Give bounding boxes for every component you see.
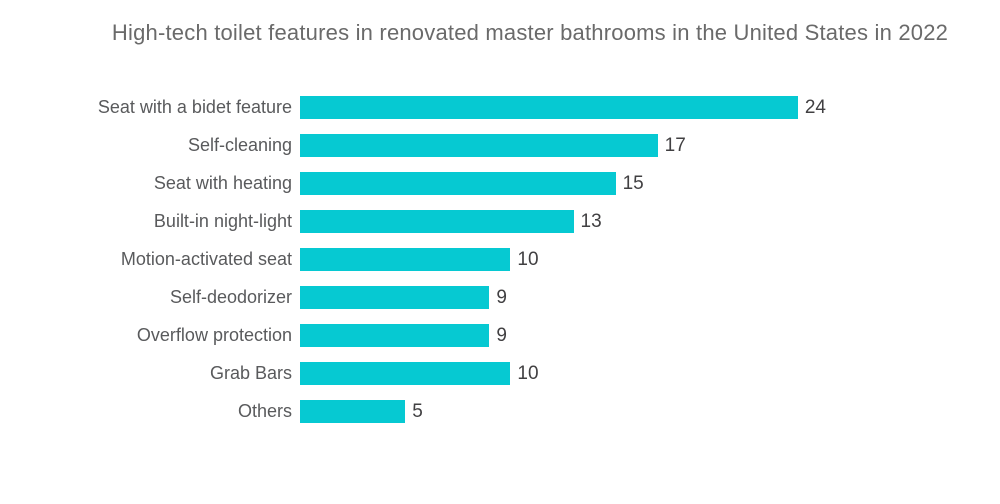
chart-row: Seat with heating 15 bbox=[60, 164, 1000, 202]
bar-chart: Seat with a bidet feature 24 Self-cleaning… bbox=[0, 88, 1000, 430]
chart-row: Overflow protection 9 bbox=[60, 316, 1000, 354]
bar bbox=[300, 247, 511, 271]
bar bbox=[300, 361, 511, 385]
value-label: 9 bbox=[496, 324, 507, 346]
category-label: Self-deodorizer bbox=[169, 286, 292, 307]
value-label: 5 bbox=[412, 400, 423, 422]
bar bbox=[300, 171, 616, 195]
bar-track: 24 bbox=[300, 95, 826, 119]
chart-row: Seat with a bidet feature 24 bbox=[60, 88, 1000, 126]
bar bbox=[300, 209, 574, 233]
category-label: Seat with a bidet feature bbox=[97, 96, 292, 117]
value-label: 10 bbox=[517, 248, 539, 270]
bar bbox=[300, 95, 798, 119]
bar bbox=[300, 399, 406, 423]
bar-track: 9 bbox=[300, 285, 826, 309]
chart-row: Self-deodorizer 9 bbox=[60, 278, 1000, 316]
chart-row: Built-in night-light 13 bbox=[60, 202, 1000, 240]
bar-track: 13 bbox=[300, 209, 826, 233]
bar-track: 17 bbox=[300, 133, 826, 157]
bar-track: 10 bbox=[300, 361, 826, 385]
category-label: Motion-activated seat bbox=[120, 248, 292, 269]
bar-track: 9 bbox=[300, 323, 826, 347]
bar bbox=[300, 285, 490, 309]
chart-row: Motion-activated seat 10 bbox=[60, 240, 1000, 278]
category-label: Others bbox=[237, 400, 292, 421]
bar-track: 5 bbox=[300, 399, 826, 423]
bar bbox=[300, 133, 658, 157]
chart-row: Others 5 bbox=[60, 392, 1000, 430]
value-label: 24 bbox=[804, 96, 826, 118]
value-label: 15 bbox=[622, 172, 644, 194]
value-label: 9 bbox=[496, 286, 507, 308]
bar-track: 10 bbox=[300, 247, 826, 271]
category-label: Seat with heating bbox=[153, 172, 292, 193]
value-label: 10 bbox=[517, 362, 539, 384]
category-label: Self-cleaning bbox=[187, 134, 292, 155]
category-label: Grab Bars bbox=[209, 362, 292, 383]
chart-row: Grab Bars 10 bbox=[60, 354, 1000, 392]
chart-title: High-tech toilet features in renovated m… bbox=[111, 20, 949, 45]
value-label: 17 bbox=[664, 134, 686, 156]
bar-track: 15 bbox=[300, 171, 826, 195]
value-label: 13 bbox=[580, 210, 602, 232]
chart-row: Self-cleaning 17 bbox=[60, 126, 1000, 164]
bar bbox=[300, 323, 490, 347]
category-label: Built-in night-light bbox=[153, 210, 292, 231]
category-label: Overflow protection bbox=[136, 324, 292, 345]
